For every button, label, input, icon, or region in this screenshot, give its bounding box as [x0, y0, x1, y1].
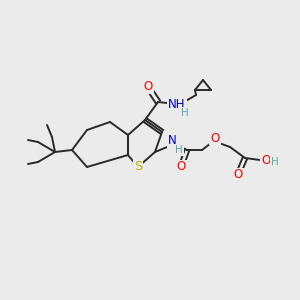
Text: H: H	[175, 145, 183, 155]
Text: O: O	[143, 80, 153, 94]
Text: O: O	[210, 131, 220, 145]
Text: O: O	[233, 169, 243, 182]
Text: N: N	[168, 134, 176, 148]
Text: O: O	[176, 160, 186, 173]
Text: S: S	[134, 160, 142, 173]
Text: O: O	[261, 154, 270, 166]
Text: H: H	[181, 108, 189, 118]
Text: NH: NH	[168, 98, 186, 110]
Text: H: H	[271, 157, 279, 167]
